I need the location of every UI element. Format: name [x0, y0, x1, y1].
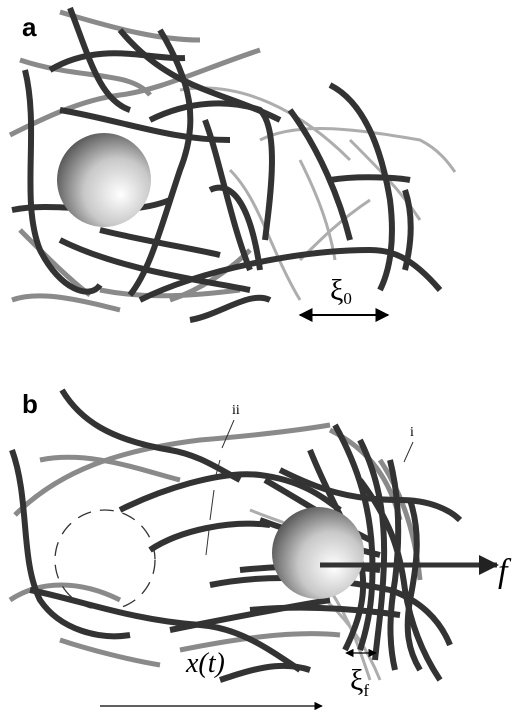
filament [250, 608, 400, 615]
force-label: f [498, 553, 512, 590]
subscript: f [363, 681, 369, 700]
filament [405, 190, 411, 270]
symbol: ξ [330, 274, 343, 307]
filament [20, 230, 90, 295]
filament [12, 296, 120, 310]
filament [20, 60, 150, 95]
filament [100, 290, 240, 296]
displacement-label: x(t) [185, 648, 225, 679]
filament [220, 666, 310, 680]
width-label: ξ0 [330, 274, 352, 308]
marker-label: ii [232, 403, 240, 418]
panel-label: b [22, 389, 38, 419]
filament [150, 103, 272, 240]
filament [330, 85, 392, 290]
filament [60, 640, 160, 665]
filament [330, 177, 410, 180]
subscript: 0 [343, 289, 352, 308]
filament [30, 590, 300, 670]
filament [150, 524, 270, 550]
filament [170, 600, 330, 630]
filament [10, 50, 260, 135]
marker-label: i [410, 425, 414, 440]
filament [190, 298, 270, 320]
panel-label: a [22, 12, 37, 42]
filament [40, 457, 180, 480]
bead [57, 133, 151, 227]
marker-line [404, 442, 413, 462]
bead [272, 507, 364, 599]
filament [260, 128, 455, 172]
symbol: ξ [350, 664, 363, 697]
panel-b [10, 390, 460, 680]
figure: a ξ0 b f ii i x(t) ξf [0, 0, 514, 721]
